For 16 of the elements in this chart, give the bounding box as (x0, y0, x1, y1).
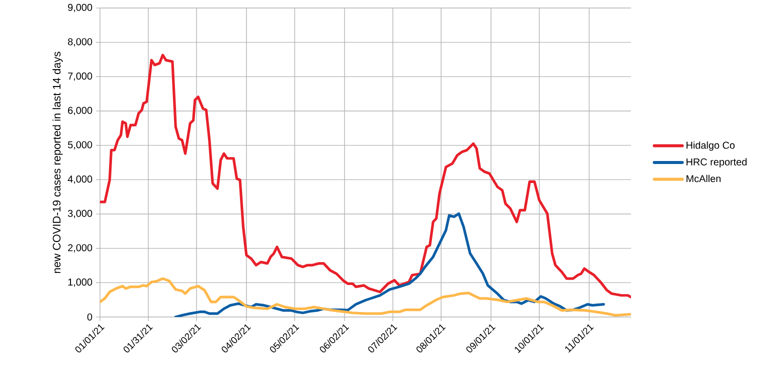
y-tick-label: 1,000 (68, 278, 92, 287)
line-series (100, 54, 632, 298)
y-tick-label: 8,000 (68, 38, 92, 46)
y-tick-label: 5,000 (68, 141, 92, 150)
y-tick-label: 6,000 (68, 106, 92, 116)
y-tick-label: 4,000 (68, 176, 92, 184)
y-tick-label: 0 (87, 313, 92, 321)
y-tick-label: 9,000 (68, 4, 92, 12)
y-tick-label: 3,000 (68, 210, 92, 218)
legend-label: McAllen (686, 174, 721, 182)
y-tick-label: 7,000 (68, 72, 92, 81)
legend-label: Hidalgo Co (686, 141, 735, 151)
line-series (100, 277, 632, 317)
y-tick-label: 2,000 (68, 244, 92, 252)
legend-label: HRC reported (686, 158, 747, 168)
y-axis-title: new COVID-19 cases reported in last 14 days (52, 52, 63, 273)
